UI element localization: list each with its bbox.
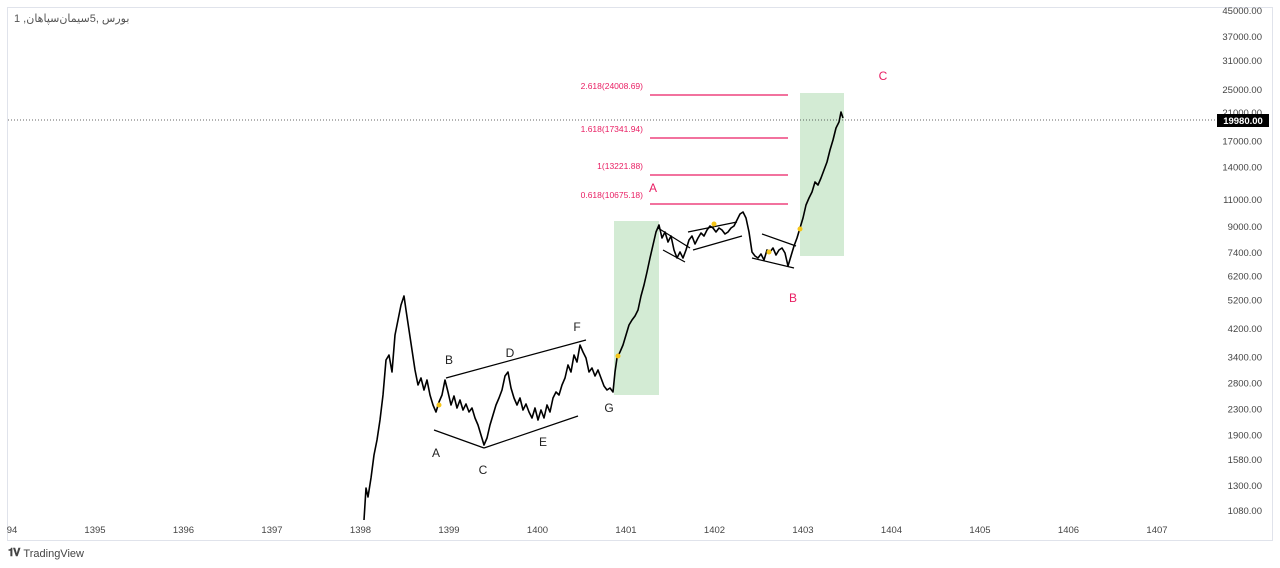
major-wave-label-c: C [879, 69, 888, 83]
trendline [483, 415, 579, 449]
y-tick-label: 1580.00 [1228, 455, 1262, 466]
y-tick-label: 17000.00 [1222, 136, 1262, 147]
wave-label-d: D [506, 346, 515, 360]
wave-label-e: E [539, 435, 547, 449]
trendline [445, 339, 587, 379]
last-price-tag [1217, 114, 1269, 127]
y-tick-label: 2300.00 [1228, 405, 1262, 416]
signal-marker [711, 221, 717, 227]
y-tick-label: 7400.00 [1228, 248, 1262, 259]
y-tick-label: 14000.00 [1222, 163, 1262, 174]
x-tick-label: 1401 [615, 525, 636, 536]
y-tick-label: 9000.00 [1228, 222, 1262, 233]
y-tick-label: 31000.00 [1222, 56, 1262, 67]
signal-marker [766, 249, 772, 255]
wave-label-f: F [573, 320, 580, 334]
fib-level-label: 1.618(17341.94) [581, 124, 644, 134]
y-tick-label: 3400.00 [1228, 352, 1262, 363]
y-tick-label: 11000.00 [1223, 195, 1262, 206]
x-tick-label: 1396 [173, 525, 194, 536]
symbol-label: بورس ,5سیمان‌سپاهان, 1 [14, 13, 130, 25]
trendline [751, 257, 795, 269]
tradingview-logo-icon: 𝟏𝐕 [8, 547, 20, 559]
wave-label-g: G [604, 401, 613, 415]
x-tick-label: 1400 [527, 525, 548, 536]
y-tick-label: 25000.00 [1222, 85, 1262, 96]
last-price-label: 19980.00 [1223, 116, 1263, 127]
x-tick-label: 1395 [84, 525, 105, 536]
y-tick-label: 5200.00 [1228, 295, 1262, 306]
x-tick-label: 1404 [881, 525, 902, 536]
y-tick-label: 37000.00 [1222, 32, 1262, 43]
watermark-text: TradingView [23, 547, 84, 560]
trendline [687, 221, 738, 233]
x-tick-label: 1399 [438, 525, 459, 536]
y-tick-label: 6200.00 [1228, 272, 1262, 283]
fib-level-label: 1(13221.88) [597, 161, 643, 171]
price-series-line [363, 111, 844, 521]
x-tick-label: 1402 [704, 525, 725, 536]
y-tick-label: 4200.00 [1228, 324, 1262, 335]
x-tick-label: 1406 [1058, 525, 1079, 536]
trendline [433, 429, 485, 449]
x-tick-label: 1405 [969, 525, 990, 536]
x-tick-label: 1397 [261, 525, 282, 536]
y-tick-label: 45000.00 [1222, 6, 1262, 17]
signal-marker [436, 402, 442, 408]
fib-level-label: 2.618(24008.69) [581, 81, 644, 91]
fib-level-label: 0.618(10675.18) [581, 190, 644, 200]
trendline [692, 235, 743, 251]
trendline [662, 249, 686, 263]
trendline [761, 233, 797, 247]
y-tick-label: 21000.00 [1222, 108, 1262, 119]
y-tick-label: 1900.00 [1228, 430, 1262, 441]
wave-label-b: B [445, 353, 453, 367]
y-tick-label: 2800.00 [1228, 378, 1262, 389]
signal-marker [797, 226, 803, 232]
chart-frame [7, 7, 1273, 541]
y-tick-label: 1080.00 [1228, 506, 1262, 517]
wave-label-c: C [479, 463, 488, 477]
major-wave-label-b: B [789, 291, 797, 305]
trendline [657, 227, 691, 249]
tradingview-watermark[interactable]: 𝟏𝐕 TradingView [8, 547, 84, 560]
x-tick-label: 1398 [350, 525, 371, 536]
y-tick-label: 1300.00 [1228, 481, 1262, 492]
major-wave-label-a: A [649, 181, 657, 195]
x-tick-label: 1407 [1146, 525, 1167, 536]
wave-label-a: A [432, 446, 440, 460]
signal-marker [615, 353, 621, 359]
x-tick-label: 94 [7, 525, 18, 536]
x-tick-label: 1403 [792, 525, 813, 536]
